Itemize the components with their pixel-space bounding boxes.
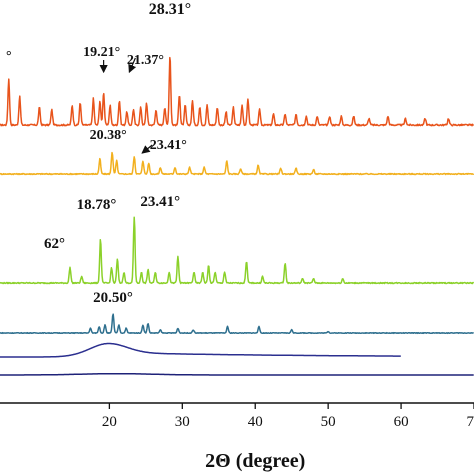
- peak-annotation: 28.31°: [149, 1, 191, 18]
- x-tick-label: 30: [175, 414, 190, 430]
- peak-annotation: 20.50°: [93, 290, 133, 306]
- xrd-pattern-4: [0, 313, 474, 335]
- x-tick-label: 20: [102, 414, 117, 430]
- xrd-pattern-1: [0, 56, 474, 127]
- series-layer: [0, 56, 474, 376]
- xrd-pattern-3: [0, 216, 474, 285]
- x-axis-label: 2Θ (degree): [205, 450, 305, 472]
- xrd-pattern-6: [0, 372, 474, 376]
- peak-annotation: 23.41°: [150, 138, 187, 153]
- xrd-pattern-2: [0, 151, 474, 176]
- x-tick-label: 60: [394, 414, 409, 430]
- peak-annotations: 28.31° 19.21° 21.37° 20.38° 23.41° 18.78° 23.4…: [6, 1, 191, 306]
- peak-annotation: 19.21°: [83, 45, 120, 60]
- x-tick-label: 70: [467, 414, 474, 430]
- peak-annotation: 21.37°: [127, 53, 164, 68]
- peak-annotation: 62°: [44, 236, 65, 252]
- x-ticks: 20 30 40 50 60 70: [102, 403, 474, 430]
- peak-annotation: 18.78°: [77, 197, 117, 213]
- annotation-arrow: [141, 144, 153, 154]
- annotation-arrow: [128, 57, 137, 74]
- peak-annotation: °: [6, 49, 12, 64]
- x-tick-label: 50: [321, 414, 336, 430]
- peak-annotation: 23.41°: [140, 194, 180, 210]
- x-tick-label: 40: [248, 414, 263, 430]
- xrd-pattern-5: [0, 342, 401, 358]
- peak-annotation: 20.38°: [90, 128, 127, 143]
